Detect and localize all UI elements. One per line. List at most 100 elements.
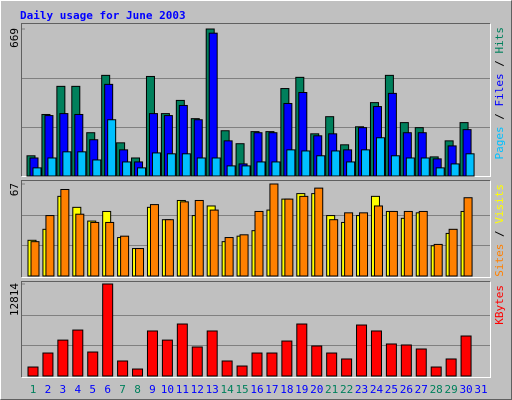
- bar: [465, 153, 475, 177]
- bar: [60, 188, 70, 277]
- legend-entry: Hits: [493, 27, 506, 54]
- bar: [329, 219, 339, 277]
- bar: [415, 348, 427, 377]
- x-tick-label: 23: [355, 383, 368, 396]
- x-tick-label: 27: [415, 383, 428, 396]
- x-tick-label: 5: [89, 383, 96, 396]
- x-tick-label: 8: [134, 383, 141, 396]
- bar: [301, 150, 311, 177]
- legend-separator: /: [493, 54, 506, 74]
- bar: [62, 151, 72, 177]
- bar: [161, 339, 173, 377]
- bar: [400, 344, 412, 377]
- x-tick-label: 20: [310, 383, 323, 396]
- x-tick-label: 13: [206, 383, 219, 396]
- plot-border-dark: [21, 281, 491, 378]
- bar: [445, 358, 457, 377]
- bar: [206, 330, 218, 377]
- bar: [122, 161, 132, 177]
- bar: [57, 339, 69, 377]
- bar: [166, 153, 176, 177]
- bar: [239, 234, 249, 277]
- bar: [151, 152, 161, 177]
- legend-separator: /: [493, 107, 506, 127]
- x-tick-label: 11: [176, 383, 189, 396]
- y-tick-label: 669: [8, 28, 21, 48]
- bar: [370, 330, 382, 377]
- bar: [341, 358, 353, 377]
- bar: [149, 204, 159, 277]
- bar: [286, 149, 296, 177]
- bar: [30, 241, 40, 277]
- x-tick-label: 4: [74, 383, 81, 396]
- bar: [87, 351, 99, 377]
- bar: [75, 213, 85, 277]
- bar: [236, 365, 248, 377]
- bar: [32, 167, 42, 177]
- bar: [433, 243, 443, 277]
- x-tick-label: 6: [104, 383, 111, 396]
- bar: [314, 187, 324, 277]
- bar: [430, 366, 442, 377]
- legend-entry: Pages: [493, 126, 506, 159]
- bar: [146, 330, 158, 377]
- bar: [194, 199, 204, 277]
- legend-entry: KBytes: [493, 285, 506, 325]
- bar: [107, 119, 117, 177]
- x-tick-label: 2: [45, 383, 52, 396]
- bar: [256, 161, 266, 177]
- bar: [373, 205, 383, 277]
- x-tick-label: 24: [370, 383, 384, 396]
- x-tick-label: 9: [149, 383, 156, 396]
- bar: [179, 201, 189, 277]
- y-tick-label: 67: [8, 183, 21, 196]
- bar: [418, 210, 428, 277]
- bar: [132, 368, 144, 377]
- x-tick-label: 7: [119, 383, 126, 396]
- bar: [241, 165, 251, 177]
- plot-border-dark: [21, 23, 491, 177]
- bar: [385, 343, 397, 377]
- bar: [209, 209, 219, 277]
- bar: [266, 352, 278, 377]
- plot-border-dark: [21, 180, 491, 278]
- bar: [208, 32, 218, 177]
- bar: [117, 360, 129, 377]
- bar: [254, 210, 264, 277]
- chart-title: Daily usage for June 2003: [20, 9, 186, 22]
- legend-entry: Sites: [493, 244, 506, 277]
- x-tick-label: 18: [280, 383, 293, 396]
- bar: [224, 237, 234, 277]
- legend: Pages / Files / Hits: [493, 27, 506, 160]
- bar: [42, 352, 54, 377]
- bar: [311, 345, 323, 377]
- bar: [344, 212, 354, 277]
- bar: [281, 340, 293, 377]
- x-tick-label: 1: [30, 383, 37, 396]
- x-tick-label: 25: [385, 383, 398, 396]
- bar: [361, 149, 371, 177]
- bar: [450, 163, 460, 177]
- bar: [102, 283, 114, 377]
- bar: [77, 151, 87, 177]
- x-tick-label: 29: [445, 383, 458, 396]
- x-tick-label: 28: [430, 383, 443, 396]
- legend: Sites / Visits: [493, 184, 506, 277]
- bar: [460, 335, 472, 377]
- x-tick-label: 10: [161, 383, 174, 396]
- x-tick-label: 19: [295, 383, 308, 396]
- x-tick-label: 3: [60, 383, 67, 396]
- bar: [226, 165, 236, 177]
- bar: [27, 366, 39, 377]
- bar: [390, 155, 400, 177]
- bar: [326, 352, 338, 377]
- bar: [299, 195, 309, 277]
- bar: [105, 221, 115, 277]
- bar: [296, 323, 308, 377]
- bar: [346, 161, 356, 177]
- bar: [405, 157, 415, 177]
- bar: [196, 157, 206, 177]
- plot-border-light: [21, 281, 491, 378]
- x-tick-label: 22: [340, 383, 353, 396]
